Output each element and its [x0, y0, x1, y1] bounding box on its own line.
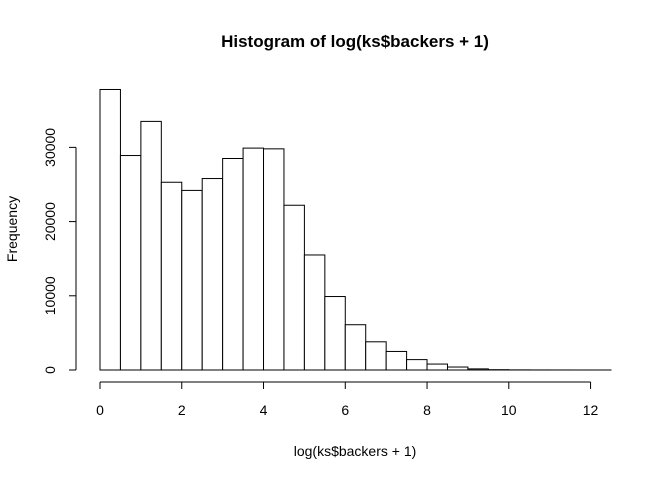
x-tick-label: 10	[501, 402, 517, 418]
histogram-bar	[99, 88, 121, 371]
x-axis-label: log(ks$backers + 1)	[294, 443, 417, 459]
histogram-bar	[222, 158, 244, 371]
x-tick-label: 0	[96, 402, 104, 418]
histogram-bar	[263, 148, 285, 371]
x-tick-label: 2	[178, 402, 186, 418]
x-tick-label: 12	[583, 402, 599, 418]
x-axis: 0 2 4 6 8 10 12	[96, 381, 599, 418]
histogram-bar	[283, 204, 305, 371]
histogram-bar	[201, 178, 224, 371]
y-tick-label: 10000	[42, 276, 58, 315]
bars-group	[99, 88, 612, 371]
y-tick-label: 20000	[42, 202, 58, 241]
y-axis: 0 10000 20000 30000	[42, 128, 77, 374]
histogram-bar	[406, 359, 428, 371]
histogram-bar	[365, 341, 387, 371]
chart-title: Histogram of log(ks$backers + 1)	[221, 32, 489, 51]
y-axis-label: Frequency	[4, 196, 20, 262]
x-tick-label: 8	[423, 402, 431, 418]
y-tick-label: 30000	[42, 128, 58, 167]
histogram-bar	[324, 296, 346, 371]
histogram-bar	[467, 368, 489, 371]
histogram-bar	[303, 254, 326, 371]
histogram-bar	[426, 363, 448, 371]
histogram-bar	[181, 189, 203, 371]
x-tick-label: 6	[341, 402, 349, 418]
histogram-bar	[385, 350, 408, 371]
y-tick-label: 0	[42, 366, 58, 374]
histogram-bar	[119, 155, 142, 371]
histogram-bar	[140, 120, 162, 371]
x-tick-label: 4	[260, 402, 268, 418]
histogram-bar	[160, 181, 183, 371]
histogram-bar	[242, 147, 265, 371]
histogram-bar	[344, 324, 367, 371]
histogram-bar	[446, 366, 469, 371]
